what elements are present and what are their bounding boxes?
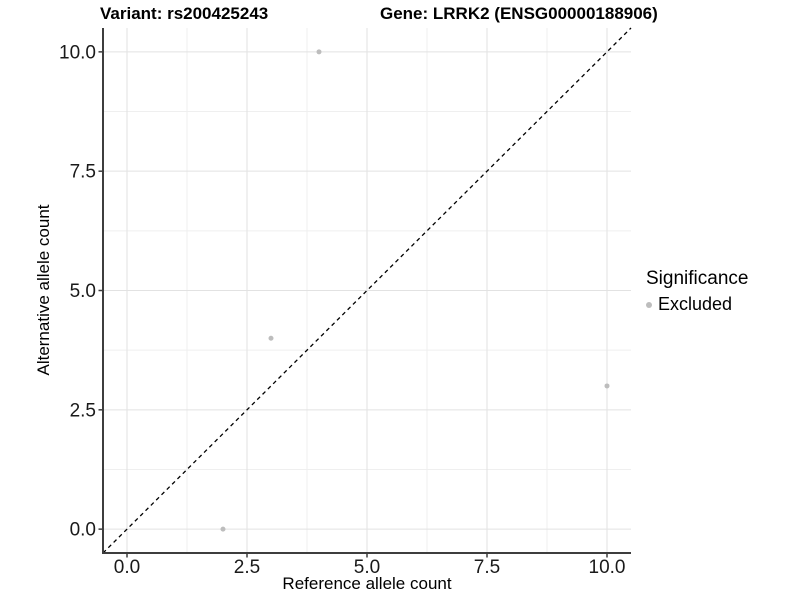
y-tick-label: 0.0 (70, 520, 96, 541)
x-tick-label: 5.0 (354, 557, 380, 578)
x-tick-label: 7.5 (474, 557, 500, 578)
legend: Significance Excluded (646, 268, 748, 315)
y-tick-label: 10.0 (59, 42, 96, 63)
legend-point-icon (646, 301, 652, 308)
x-axis-title: Reference allele count (282, 574, 452, 593)
plot-title-gene: Gene: LRRK2 (ENSG00000188906) (380, 4, 658, 23)
y-tick-label: 7.5 (70, 162, 96, 183)
data-point (220, 526, 226, 532)
data-point (604, 383, 610, 389)
plot-title-variant: Variant: rs200425243 (100, 4, 269, 23)
data-point (268, 335, 274, 341)
data-point (316, 49, 322, 55)
y-tick-label: 5.0 (70, 281, 96, 302)
legend-item-label: Excluded (658, 294, 733, 314)
y-axis-title: Alternative allele count (34, 204, 53, 376)
x-tick-label: 2.5 (234, 557, 260, 578)
legend-title: Significance (646, 268, 749, 289)
x-tick-label: 0.0 (114, 557, 140, 578)
y-tick-label: 2.5 (70, 400, 96, 421)
legend-item-excluded: Excluded (646, 294, 748, 315)
x-tick-label: 10.0 (589, 557, 626, 578)
